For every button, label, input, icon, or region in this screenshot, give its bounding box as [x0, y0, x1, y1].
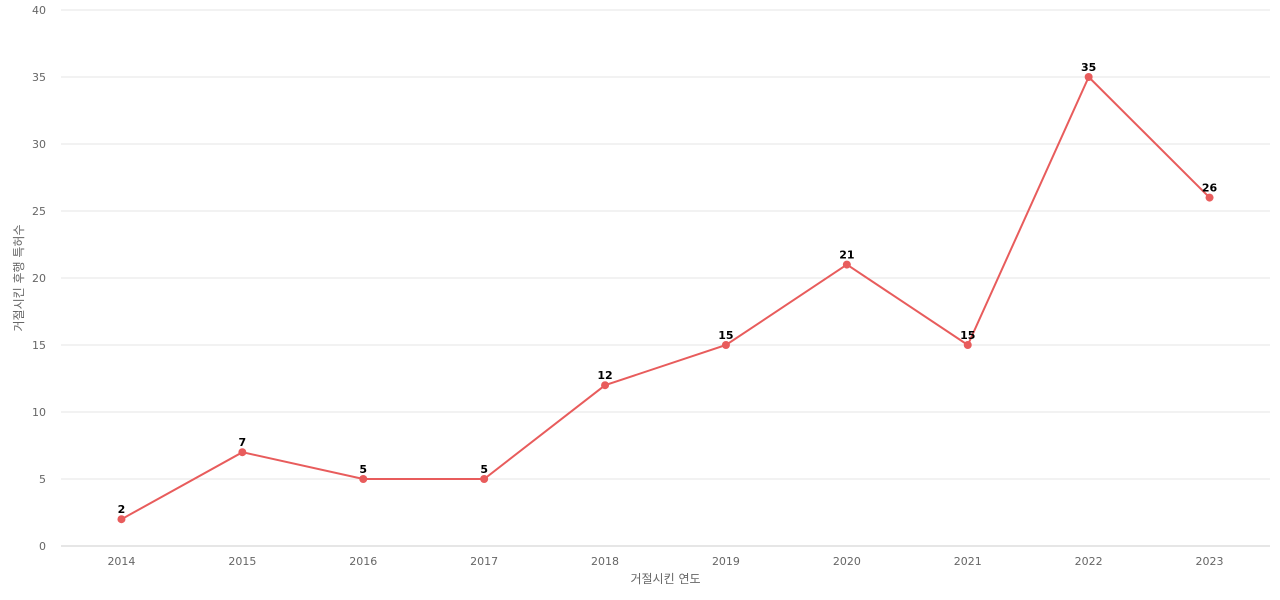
y-tick-label: 20 [32, 272, 46, 285]
data-label: 26 [1202, 182, 1218, 195]
data-label: 5 [359, 463, 367, 476]
y-tick-label: 35 [32, 71, 46, 84]
y-tick-label: 0 [39, 540, 46, 553]
data-point[interactable] [601, 381, 610, 390]
x-tick-label: 2022 [1075, 555, 1103, 568]
y-axis-title: 거절시킨 후행 특허수 [11, 225, 26, 332]
data-label: 35 [1081, 61, 1096, 74]
x-tick-label: 2016 [349, 555, 377, 568]
data-point[interactable] [1084, 73, 1093, 81]
x-tick-label: 2018 [591, 555, 619, 568]
gridlines [61, 9, 1270, 480]
data-points [117, 73, 1214, 524]
y-axis-ticks: 0 5 10 15 20 25 30 35 40 [32, 4, 46, 553]
y-tick-label: 15 [32, 339, 46, 352]
x-axis-ticks: 2014 2015 2016 2017 2018 2019 2020 2021 2022 2023 [107, 555, 1223, 568]
y-tick-label: 40 [32, 4, 46, 17]
data-point[interactable] [721, 341, 730, 349]
x-tick-label: 2020 [833, 555, 861, 568]
x-tick-label: 2017 [470, 555, 498, 568]
y-tick-label: 5 [39, 473, 46, 486]
series-line [121, 75, 1211, 521]
x-tick-label: 2019 [712, 555, 740, 568]
data-point[interactable] [842, 260, 851, 269]
y-tick-label: 10 [32, 406, 46, 419]
data-label: 21 [839, 249, 854, 262]
data-label: 7 [239, 436, 247, 449]
data-point[interactable] [1205, 193, 1214, 202]
data-point[interactable] [480, 475, 489, 483]
data-label: 2 [118, 503, 126, 516]
x-tick-label: 2023 [1196, 555, 1224, 568]
data-label: 12 [597, 369, 612, 382]
data-label: 5 [480, 463, 488, 476]
y-tick-label: 25 [32, 205, 46, 218]
x-axis-title: 거절시킨 연도 [630, 572, 700, 586]
data-point[interactable] [359, 475, 368, 483]
data-label: 15 [718, 329, 733, 342]
data-point[interactable] [117, 515, 126, 524]
data-labels: 2 7 5 5 12 15 21 15 35 26 [118, 61, 1218, 516]
y-tick-label: 30 [32, 138, 46, 151]
x-tick-label: 2021 [954, 555, 982, 568]
data-point[interactable] [963, 341, 972, 349]
data-point[interactable] [238, 448, 247, 457]
x-tick-label: 2014 [107, 555, 135, 568]
data-label: 15 [960, 329, 975, 342]
x-tick-label: 2015 [228, 555, 256, 568]
